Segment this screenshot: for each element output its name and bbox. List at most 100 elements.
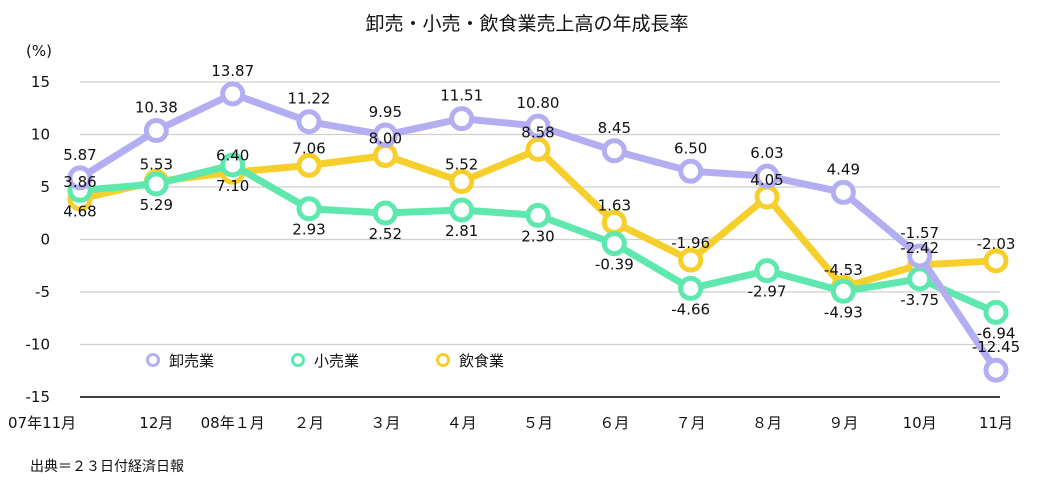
data-label: 4.05 xyxy=(750,171,783,189)
data-label: 6.50 xyxy=(674,139,707,157)
data-point xyxy=(525,113,551,139)
data-label: -1.96 xyxy=(671,234,710,252)
x-tick-label: 07年11月 xyxy=(8,414,76,432)
data-point xyxy=(525,136,551,162)
data-point xyxy=(830,278,856,304)
data-label: 7.10 xyxy=(216,177,249,195)
data-label: -4.93 xyxy=(824,303,863,321)
data-label: 5.29 xyxy=(140,196,173,214)
data-point xyxy=(143,171,169,197)
data-point xyxy=(754,163,780,189)
data-label: 4.68 xyxy=(63,202,96,220)
y-tick-label: 0 xyxy=(40,231,50,249)
data-label: -3.75 xyxy=(900,291,939,309)
data-label: 10.80 xyxy=(517,94,560,112)
data-label: 2.93 xyxy=(292,221,325,239)
data-labels: 5.87 10.38 13.87 11.22 9.95 11.51 10.80 8.45 6.5… xyxy=(63,62,1020,356)
data-point xyxy=(601,231,627,257)
data-label: 2.30 xyxy=(521,227,554,245)
data-point xyxy=(372,143,398,168)
chart-title: 卸売・小売・飲食業売上高の年成長率 xyxy=(365,13,688,35)
data-point xyxy=(601,138,627,164)
data-point xyxy=(601,209,627,235)
data-point xyxy=(907,266,933,292)
data-label: 8.00 xyxy=(369,130,402,148)
x-tick-label: 08年１月 xyxy=(201,414,265,432)
x-tick-label: ３月 xyxy=(370,414,400,432)
data-point xyxy=(678,247,704,273)
x-tick-label: ５月 xyxy=(523,414,553,432)
data-label: 6.03 xyxy=(750,144,783,162)
legend-marker xyxy=(436,353,450,367)
y-tick-label: 5 xyxy=(40,178,50,196)
data-label: 9.95 xyxy=(369,103,402,121)
data-label: -2.03 xyxy=(977,235,1016,253)
x-tick-label: ２月 xyxy=(294,414,324,432)
data-point xyxy=(983,248,1009,274)
data-label: 2.52 xyxy=(369,225,402,243)
x-tick-label: 11月 xyxy=(979,414,1013,432)
data-label: 13.87 xyxy=(211,62,254,80)
x-tick-label: ９月 xyxy=(828,414,858,432)
data-point xyxy=(449,197,475,223)
data-point xyxy=(525,202,551,228)
data-point xyxy=(220,152,246,178)
x-tick-label: ８月 xyxy=(752,414,782,432)
data-label: 6.40 xyxy=(216,146,249,164)
data-point xyxy=(983,357,1009,383)
data-label: -6.94 xyxy=(977,324,1016,342)
data-point xyxy=(143,118,169,144)
data-label: 5.87 xyxy=(63,146,96,164)
data-point xyxy=(983,299,1009,325)
legend-marker xyxy=(146,353,160,367)
data-point xyxy=(907,243,933,269)
data-label: 5.52 xyxy=(445,156,478,174)
x-tick-label: ６月 xyxy=(599,414,629,432)
y-tick-label: -10 xyxy=(26,336,51,354)
y-tick-label: 10 xyxy=(31,126,50,144)
data-point xyxy=(67,165,93,191)
legend: 卸売業 小売業 飲食業 xyxy=(146,352,504,370)
legend-label: 小売業 xyxy=(314,352,359,370)
data-point xyxy=(296,196,322,222)
legend-label: 飲食業 xyxy=(459,352,504,370)
data-point xyxy=(830,179,856,205)
source-note: 出典＝２３日付経済日報 xyxy=(30,459,184,475)
data-point xyxy=(372,200,398,226)
data-label: -2.97 xyxy=(748,283,787,301)
x-tick-label: 12月 xyxy=(139,414,173,432)
data-label: 11.51 xyxy=(440,87,483,105)
gridlines xyxy=(80,81,1000,398)
data-label: -12.45 xyxy=(972,338,1020,356)
data-label: 11.22 xyxy=(288,90,331,108)
data-point xyxy=(754,258,780,284)
x-tick-label: ４月 xyxy=(447,414,477,432)
data-label: 4.49 xyxy=(827,160,860,178)
x-tick-label: ７月 xyxy=(676,414,706,432)
data-point xyxy=(449,169,475,195)
x-axis-ticks: 07年11月 12月 08年１月 ２月 ３月 ４月 ５月 ６月 ７月 ８月 ９月 10月 11月 xyxy=(8,414,1013,432)
data-label: -2.42 xyxy=(900,239,939,257)
data-label: 2.81 xyxy=(445,222,478,240)
y-axis-unit: (%) xyxy=(26,42,52,60)
data-label: 8.58 xyxy=(521,123,554,141)
data-label: 10.38 xyxy=(135,99,178,117)
y-tick-label: -5 xyxy=(35,283,50,301)
data-label: 7.06 xyxy=(292,139,325,157)
data-label: -4.66 xyxy=(671,300,710,318)
series-lines xyxy=(67,81,1009,383)
data-point xyxy=(754,184,780,210)
legend-marker xyxy=(291,353,305,367)
data-point xyxy=(220,81,246,107)
data-label: 8.45 xyxy=(598,119,631,137)
y-tick-label: -15 xyxy=(26,388,51,406)
data-point xyxy=(296,152,322,178)
data-label: 1.63 xyxy=(598,196,631,214)
legend-label: 卸売業 xyxy=(169,352,214,370)
data-point xyxy=(372,122,398,148)
data-point xyxy=(678,158,704,184)
y-axis-ticks: 15 10 5 0 -5 -10 -15 xyxy=(26,73,51,406)
data-point xyxy=(296,109,322,135)
data-point xyxy=(449,106,475,132)
